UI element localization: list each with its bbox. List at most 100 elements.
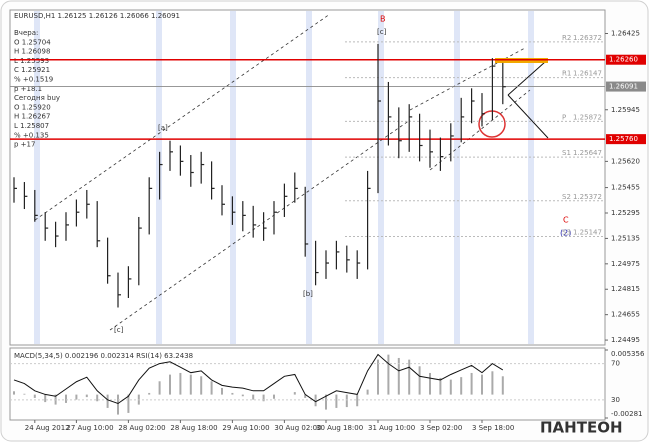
pivot-value: 1.26372 xyxy=(573,34,602,42)
y-tick-label: 1.25620 xyxy=(611,157,640,165)
level-box xyxy=(606,81,646,92)
wave-label: [c] xyxy=(114,326,124,334)
candle xyxy=(439,137,444,171)
candle xyxy=(408,104,413,152)
candle xyxy=(481,93,485,127)
x-tick-label: 31 Aug 10:00 xyxy=(368,424,415,432)
candle xyxy=(367,170,371,270)
level-label: 1.26091 xyxy=(609,83,638,91)
candle xyxy=(179,145,184,176)
rsi-tick-label: 30 xyxy=(611,396,620,404)
x-tick-label: 30 Aug 18:00 xyxy=(316,424,363,432)
y-tick-label: 1.24655 xyxy=(611,311,640,319)
wave-label: [b] xyxy=(303,290,313,298)
info-line: C 1.25921 xyxy=(14,66,50,74)
x-tick-label: 27 Aug 10:00 xyxy=(66,424,113,432)
info-line: Сегодня buy xyxy=(14,94,60,102)
y-tick-label: 1.24495 xyxy=(611,336,640,344)
x-tick-label: 3 Sep 18:00 xyxy=(472,424,514,432)
candle xyxy=(346,245,350,273)
candle xyxy=(491,58,496,121)
candle xyxy=(294,172,298,203)
candle xyxy=(200,151,205,184)
candle xyxy=(263,212,267,241)
target-bar xyxy=(495,58,548,63)
candle xyxy=(127,266,132,298)
candle xyxy=(106,237,111,284)
x-tick-label: 24 Aug 2012 xyxy=(25,424,70,432)
candle xyxy=(159,151,163,200)
info-line: O 1.25920 xyxy=(14,103,51,111)
info-line: p +17 xyxy=(14,141,35,149)
candle xyxy=(502,62,506,105)
pivot-name: S2 xyxy=(562,193,571,201)
triangle-lines xyxy=(507,61,549,139)
header: EURUSD,H1 1.26125 1.26126 1.26066 1.2609… xyxy=(14,12,180,20)
info-line: H 1.26267 xyxy=(14,113,50,121)
y-tick-label: 1.25945 xyxy=(611,106,640,114)
info-line: % +0.1519 xyxy=(14,76,53,84)
info-line: Вчера: xyxy=(14,29,38,37)
candle xyxy=(283,183,288,217)
pivot-name: S1 xyxy=(562,149,571,157)
candle xyxy=(460,97,465,143)
wave-label: C xyxy=(563,216,569,225)
candle xyxy=(315,240,319,286)
candle xyxy=(471,88,475,124)
y-tick-label: 1.24815 xyxy=(611,285,640,293)
pivot-value: 1.25147 xyxy=(573,229,602,237)
pivot-value: 1.25372 xyxy=(573,193,602,201)
pivot-name: R2 xyxy=(562,34,571,42)
candle xyxy=(190,155,194,187)
candle xyxy=(231,196,236,225)
candle xyxy=(387,81,392,146)
candle xyxy=(252,205,257,238)
candle xyxy=(429,129,433,168)
rsi-tick-label: 70 xyxy=(611,360,620,368)
candle xyxy=(211,161,215,200)
wave-label: B xyxy=(380,15,386,24)
pivot-value: 1.25647 xyxy=(573,149,602,157)
x-tick-label: 30 Aug 02:00 xyxy=(274,424,321,432)
x-tick-label: 3 Sep 02:00 xyxy=(420,424,462,432)
wave-label: (2) xyxy=(560,229,571,238)
pivot-name: R1 xyxy=(562,70,571,78)
logo: ПАНТЕОН xyxy=(540,419,623,437)
candle xyxy=(398,107,402,159)
candle xyxy=(96,201,101,248)
level-box xyxy=(606,134,646,145)
candle xyxy=(54,221,59,248)
candle xyxy=(34,189,38,222)
candle xyxy=(242,201,246,232)
candle xyxy=(325,250,329,279)
info-line: % +0.135 xyxy=(14,131,49,139)
candle xyxy=(419,113,423,162)
candle xyxy=(335,240,340,270)
candle xyxy=(304,186,309,257)
wave-label: [a] xyxy=(158,124,168,132)
macd-tick-label: 0.005356 xyxy=(611,350,645,358)
candle xyxy=(117,272,121,308)
y-tick-label: 1.25455 xyxy=(611,184,640,192)
level-box xyxy=(606,54,646,65)
x-tick-label: 28 Aug 02:00 xyxy=(118,424,165,432)
candle xyxy=(13,177,17,203)
y-tick-label: 1.25295 xyxy=(611,209,640,217)
candle xyxy=(356,250,361,279)
info-line: H 1.26098 xyxy=(14,48,50,56)
wave-label: [c] xyxy=(377,28,387,36)
pivot-name: S3 xyxy=(562,229,571,237)
rsi-line xyxy=(13,353,504,405)
info-line: p +18.1 xyxy=(14,85,42,93)
indicator-panel xyxy=(9,347,606,421)
x-tick-label: 28 Aug 18:00 xyxy=(170,424,217,432)
candle xyxy=(75,199,80,227)
candle xyxy=(65,212,69,241)
pivot-value: 1.25872 xyxy=(573,113,602,121)
info-line: L 1.25807 xyxy=(14,122,49,130)
candle xyxy=(148,177,153,235)
pivot-value: 1.26147 xyxy=(573,70,602,78)
candle xyxy=(450,123,454,162)
